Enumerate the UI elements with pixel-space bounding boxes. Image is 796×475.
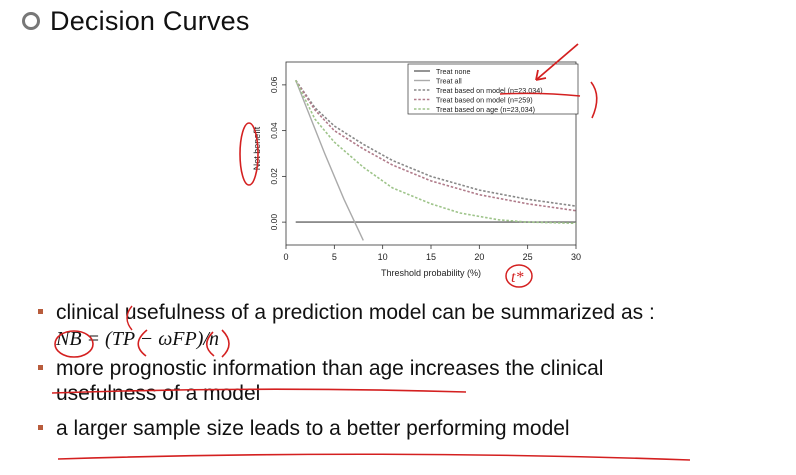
underline-sample-size-mark — [57, 453, 691, 461]
x-tick-label: 20 — [474, 252, 484, 262]
y-tick-label: 0.06 — [269, 76, 279, 93]
series-line — [295, 79, 577, 212]
x-tick-label: 10 — [378, 252, 388, 262]
bullet-text: more prognostic information than age inc… — [56, 357, 604, 380]
circle-bullet-icon — [22, 12, 40, 30]
legend-label: Treat none — [436, 67, 471, 76]
legend-label: Treat based on age (n=23,034) — [436, 105, 535, 114]
bullet-item: a larger sample size leads to a better p… — [34, 416, 784, 441]
legend-bracket-mark — [590, 81, 598, 119]
series-line — [295, 80, 364, 241]
square-bullet-icon — [38, 309, 43, 314]
y-axis-label: Net benefit — [252, 126, 262, 170]
decision-curve-chart: 0 5 10 15 20 25 30 0.00 0.02 0.04 0.06 Threshold pr… — [252, 61, 581, 278]
legend-label: Treat based on model (n=259) — [436, 95, 533, 104]
slide-title: Decision Curves — [0, 0, 250, 42]
bullet-item: more prognostic information than age inc… — [34, 356, 784, 406]
bullet-list: clinical usefulness of a prediction mode… — [34, 300, 784, 441]
x-tick-label: 15 — [426, 252, 436, 262]
legend-label: Treat based on model (n=23,034) — [436, 86, 543, 95]
bullet-text: usefulness of a model — [56, 382, 261, 405]
net-benefit-formula: NB = (TP − ωFP)/n — [56, 328, 219, 350]
series-line — [294, 79, 577, 225]
x-tick-label: 5 — [332, 252, 337, 262]
x-tick-label: 0 — [283, 252, 288, 262]
x-tick-label: 25 — [523, 252, 533, 262]
x-tick-label: 30 — [571, 252, 581, 262]
y-tick-label: 0.00 — [269, 214, 279, 231]
y-tick-label: 0.04 — [269, 122, 279, 139]
square-bullet-icon — [38, 425, 43, 430]
x-axis-label: Threshold probability (%) — [381, 268, 481, 278]
bullet-text: a larger sample size leads to a better p… — [56, 417, 570, 440]
y-tick-label: 0.02 — [269, 168, 279, 185]
square-bullet-icon — [38, 365, 43, 370]
legend-label: Treat all — [436, 76, 462, 85]
bullet-text: clinical usefulness of a prediction mode… — [56, 301, 655, 324]
bullet-item: clinical usefulness of a prediction mode… — [34, 300, 784, 325]
decision-curve-figure: 0 5 10 15 20 25 30 0.00 0.02 0.04 0.06 Threshold pr… — [238, 52, 588, 287]
page-title: Decision Curves — [50, 5, 250, 36]
